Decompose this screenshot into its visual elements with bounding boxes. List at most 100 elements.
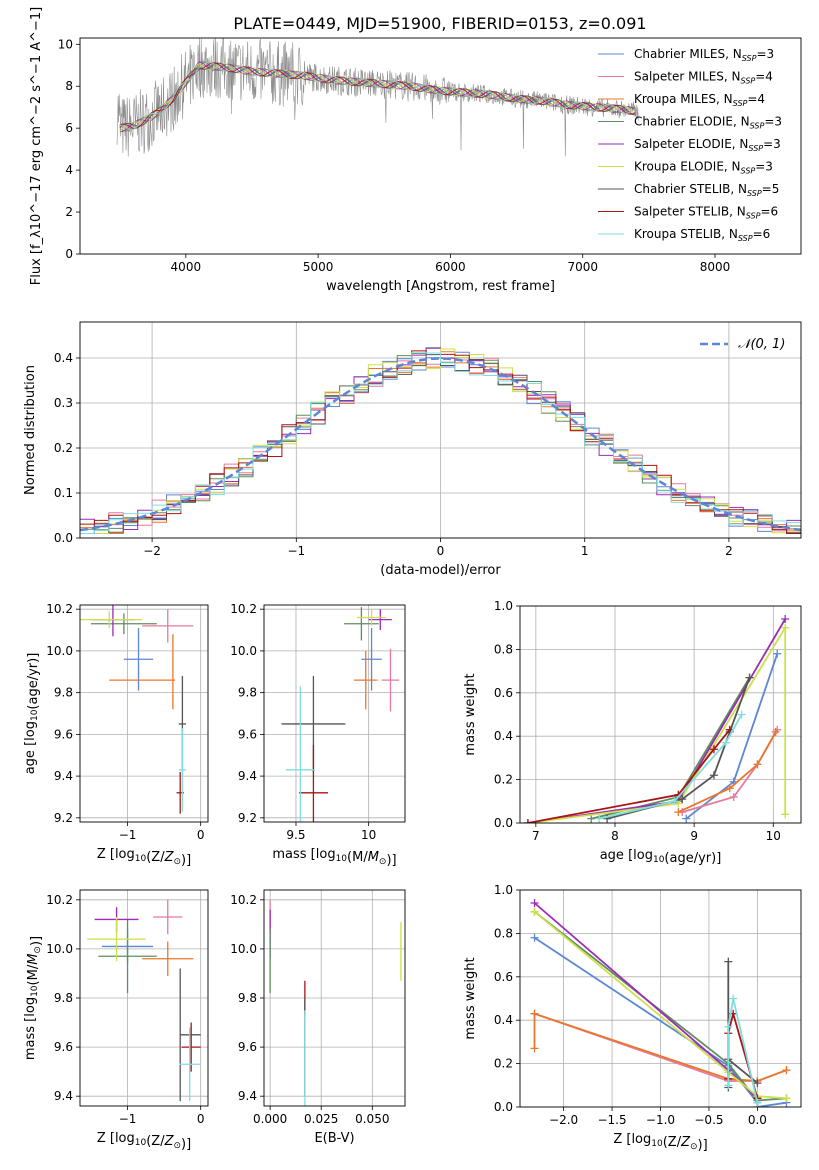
plot-marks: [523, 615, 790, 823]
label-part: )]: [386, 853, 396, 868]
label-part: )]: [181, 853, 191, 868]
plot-marks: [530, 899, 791, 1107]
series-marker-chabrier_stelib: [709, 771, 718, 780]
legend-suffix: =4: [755, 70, 773, 84]
series-marker-chabrier_miles: [682, 814, 691, 823]
legend-sub: SSP: [746, 212, 761, 221]
y-tick-label: 9.8: [238, 991, 257, 1005]
y-tick-label: 0.4: [494, 1013, 513, 1027]
label-sub: ⊙: [379, 857, 387, 867]
series-marker-chabrier_miles: [773, 649, 782, 658]
y-tick-label: 9.8: [54, 991, 73, 1005]
label-part: log: [633, 848, 653, 863]
y-tick-label: 9.4: [54, 769, 73, 783]
series-line-kroupa_miles: [677, 731, 777, 813]
y-tick-label: 9.4: [54, 1089, 73, 1103]
x-tick-label: 1: [581, 544, 589, 558]
axes-residuals: −2 −1 0 1 2 0.0 0.1 0.2 0.3 0.4 (data-model)/error…: [23, 321, 802, 578]
histogram-kroupa_stelib: [80, 352, 801, 534]
y-tick-label: 10.0: [230, 644, 257, 658]
series-marker-salpeter_miles: [729, 792, 738, 801]
y-tick-label: 2: [65, 205, 73, 219]
series-marker-kroupa_miles: [674, 808, 683, 817]
series-line-kroupa_elodie: [527, 624, 787, 823]
x-axis-label: mass [log10(M/M⊙)]: [272, 847, 396, 868]
y-axis-label: mass weight: [463, 957, 478, 1039]
label-part: (Z/: [663, 1135, 682, 1150]
series-marker-kroupa_elodie: [530, 907, 539, 916]
axes-frame: [79, 889, 209, 1107]
legend-sub: SSP: [742, 54, 757, 63]
label-sub: 10: [30, 709, 40, 721]
x-tick-label: −1: [287, 544, 305, 558]
legend-text: Kroupa ELODIE, N: [634, 160, 741, 174]
x-axis-label: Z [log10(Z/Z⊙)]: [97, 1131, 191, 1152]
y-tick-label: 9.6: [238, 727, 257, 741]
x-tick-label: 4000: [171, 260, 202, 274]
axes-frame: [79, 37, 802, 255]
x-tick-label: 0.0: [748, 1113, 767, 1127]
y-axis-label: age [log10(age/yr)]: [23, 653, 41, 775]
series-marker-kroupa_stelib: [670, 797, 679, 806]
x-tick-label: 0: [197, 828, 205, 842]
label-part: log: [23, 997, 38, 1017]
y-tick-label: 9.4: [238, 1089, 257, 1103]
label-part: log: [23, 721, 38, 741]
y-tick-label: 0.8: [494, 926, 513, 940]
y-tick-label: 0.2: [494, 773, 513, 787]
y-tick-label: 9.6: [54, 727, 73, 741]
legend-sub: SSP: [748, 144, 763, 153]
y-tick-label: 0.6: [494, 970, 513, 984]
label-sub: ⊙: [173, 1141, 181, 1151]
label-part: Flux [f_λ10^−17 erg cm^−2 s^−1 A^−1]: [29, 7, 44, 285]
legend-suffix: =4: [747, 92, 765, 106]
axes-frame: [263, 889, 406, 1107]
legend-sub: SSP: [741, 167, 756, 176]
legend-label-kroupa_stelib: Kroupa STELIB, NSSP=6: [634, 227, 770, 243]
axes-frame: [79, 604, 209, 823]
label-part: log: [631, 1132, 651, 1147]
y-tick-label: 9.6: [238, 1040, 257, 1054]
y-tick-label: 0.0: [494, 816, 513, 830]
y-tick-label: 9.6: [54, 1040, 73, 1054]
series-marker-kroupa_elodie: [782, 1094, 791, 1103]
y-tick-label: 0.0: [494, 1100, 513, 1114]
y-tick-label: 1.0: [494, 883, 513, 897]
normal-curve: [80, 357, 801, 532]
plot-marks: [116, 38, 639, 157]
series-line-salpeter_stelib: [527, 729, 731, 823]
y-tick-label: 10.0: [46, 942, 73, 956]
label-part: (age/yr)]: [26, 653, 41, 710]
y-tick-label: 9.8: [238, 686, 257, 700]
x-tick-label: 5000: [303, 260, 334, 274]
axes-z-weight: −2.0 −1.5 −1.0 −0.5 0.0 0.0 0.2 0.4 0.6 0.8 1.0 Z […: [463, 883, 802, 1153]
y-tick-label: 0.1: [54, 486, 73, 500]
x-tick-label: −0.5: [694, 1113, 723, 1127]
figure-title: PLATE=0449, MJD=51900, FIBERID=0153, z=0…: [233, 14, 646, 33]
y-tick-label: 6: [65, 121, 73, 135]
y-axis-label: Flux [f_λ10^−17 erg cm^−2 s^−1 A^−1]: [29, 7, 44, 285]
x-tick-label: 8: [611, 829, 619, 843]
series-marker-kroupa_stelib: [721, 738, 730, 747]
label-part: age [: [23, 741, 38, 774]
legend-label-salpeter_miles: Salpeter MILES, NSSP=4: [634, 70, 773, 86]
label-part: Z [: [97, 1131, 115, 1146]
x-tick-label: −1: [119, 1112, 137, 1126]
legend-label-kroupa_elodie: Kroupa ELODIE, NSSP=3: [634, 160, 773, 176]
legend-suffix: =3: [756, 47, 774, 61]
legend-label-gauss: 𝒩(0, 1): [738, 337, 785, 352]
plot-marks: [80, 347, 801, 534]
plot-marks: [281, 607, 400, 822]
x-tick-label: 0.050: [355, 1112, 389, 1126]
series-marker-salpeter_elodie: [781, 615, 790, 624]
legend-text: Salpeter ELODIE, N: [634, 137, 748, 151]
label-sub: 10: [135, 854, 147, 864]
series-marker-kroupa_stelib: [729, 994, 738, 1003]
x-axis-label: wavelength [Angstrom, rest frame]: [326, 279, 555, 294]
label-part: E(B-V): [314, 1131, 354, 1146]
legend-label-salpeter_stelib: Salpeter STELIB, NSSP=6: [634, 205, 778, 221]
x-tick-label: 10: [361, 828, 376, 842]
legend-suffix: =5: [762, 182, 780, 196]
x-tick-label: 6000: [435, 260, 466, 274]
